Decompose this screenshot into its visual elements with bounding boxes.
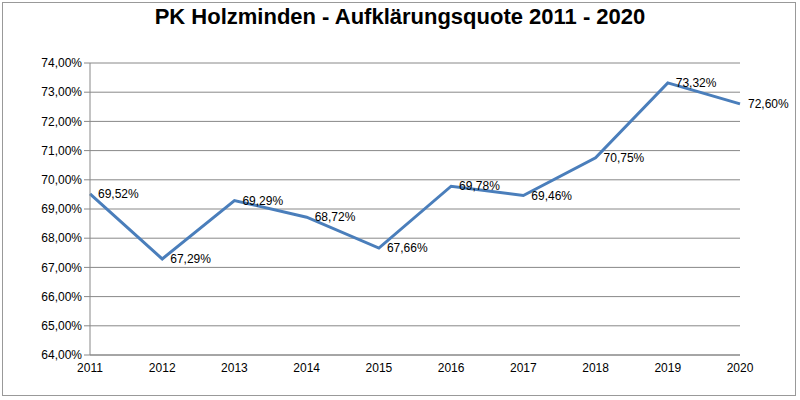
svg-text:2018: 2018 <box>582 361 609 375</box>
svg-text:73,00%: 73,00% <box>41 85 82 99</box>
svg-text:2017: 2017 <box>510 361 537 375</box>
svg-text:67,66%: 67,66% <box>387 241 428 255</box>
svg-text:72,00%: 72,00% <box>41 115 82 129</box>
svg-text:2013: 2013 <box>221 361 248 375</box>
svg-text:69,78%: 69,78% <box>459 179 500 193</box>
html-text:PK Holzminden - Aufklärungsquo: PK Holzminden - Aufklärungsquote 2011 - … <box>154 4 646 29</box>
svg-text:68,72%: 68,72% <box>315 210 356 224</box>
svg-text:70,75%: 70,75% <box>604 151 645 165</box>
svg-text:66,00%: 66,00% <box>41 290 82 304</box>
svg-text:67,29%: 67,29% <box>170 252 211 266</box>
svg-text:2014: 2014 <box>293 361 320 375</box>
svg-text:74,00%: 74,00% <box>41 56 82 70</box>
svg-text:2011: 2011 <box>77 361 103 375</box>
svg-text:65,00%: 65,00% <box>41 319 82 333</box>
svg-text:69,52%: 69,52% <box>98 187 139 201</box>
svg-text:2012: 2012 <box>149 361 176 375</box>
svg-text:71,00%: 71,00% <box>41 144 82 158</box>
svg-text:69,46%: 69,46% <box>531 189 572 203</box>
svg-text:67,00%: 67,00% <box>41 261 82 275</box>
svg-text:68,00%: 68,00% <box>41 231 82 245</box>
svg-text:69,29%: 69,29% <box>242 194 283 208</box>
svg-text:2020: 2020 <box>727 361 754 375</box>
svg-text:2015: 2015 <box>366 361 393 375</box>
svg-text:69,00%: 69,00% <box>41 202 82 216</box>
svg-text:2016: 2016 <box>438 361 465 375</box>
svg-text:64,00%: 64,00% <box>41 348 82 362</box>
svg-text:2019: 2019 <box>654 361 681 375</box>
svg-text:70,00%: 70,00% <box>41 173 82 187</box>
svg-text:73,32%: 73,32% <box>676 76 717 90</box>
svg-text:72,60%: 72,60% <box>748 97 789 111</box>
